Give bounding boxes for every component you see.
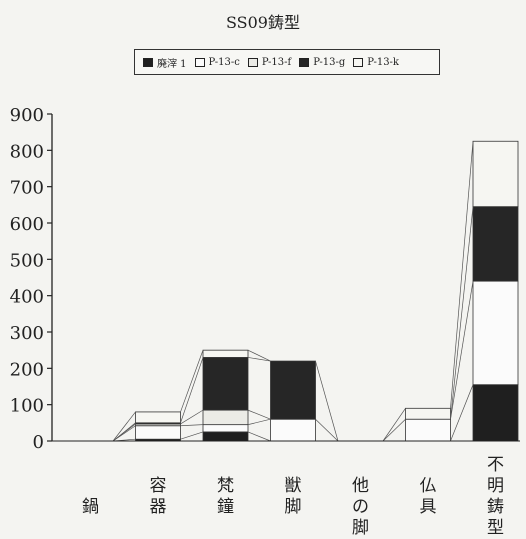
connector-line [180,431,204,440]
x-tick-label: 獣脚 [279,476,307,518]
bar-segment [202,431,249,442]
connector-line [180,409,204,425]
connector-line [315,360,339,442]
bar-segment [472,280,519,386]
bar-segment [202,424,249,433]
connector-line [247,349,271,362]
bar-segment [405,418,451,442]
bar-segment [405,407,451,420]
x-tick-label: 梵鐘 [212,476,240,518]
x-tick-char: 仏 [419,476,437,496]
connector-line [112,422,136,442]
x-tick-char: の [352,497,369,517]
legend-swatch [194,57,205,67]
x-tick-char: 器 [149,497,167,517]
connector-line [450,384,474,442]
x-tick-char: 明 [487,476,504,496]
x-tick-char: 脚 [284,497,302,517]
y-tick-label: 800 [10,141,44,162]
connector-line [315,418,339,442]
legend-label: 廃滓 1 [157,58,187,70]
legend-label: P-13-k [367,56,399,68]
x-tick-char: 具 [419,497,437,517]
y-tick-label: 600 [10,214,44,235]
y-tick-label: 200 [10,359,44,380]
connector-line [450,206,474,420]
legend-item: 廃滓 1 [143,55,187,70]
x-tick-char: 獣 [284,476,302,496]
y-tick-label: 300 [10,323,44,344]
legend-label: P-13-c [208,56,240,68]
legend-label: P-13-f [261,56,292,68]
x-tick-label: 容器 [144,476,172,518]
bar-segment [472,140,519,208]
bar-segment [202,349,249,358]
legend-swatch [353,57,364,67]
chart-title: SS09鋳型 [225,13,300,32]
y-tick-label: 100 [10,396,44,417]
connector-line [180,350,204,413]
bar-segment [135,411,181,424]
connector-line [180,357,204,423]
legend-swatch [143,57,153,67]
bar-segment [135,425,181,440]
bar-segment [202,357,249,411]
x-tick-char: 不 [487,455,504,475]
y-tick-label: 700 [10,178,44,199]
legend-item: P-13-k [353,57,399,68]
x-tick-char: 脚 [352,518,369,538]
legend-swatch [247,57,258,67]
legend-label: P-13-g [313,56,346,68]
connector-line [247,431,271,442]
y-tick-label: 900 [10,105,44,126]
y-tick-label: 500 [10,250,44,271]
connector-line [247,357,271,362]
connector-line [112,411,136,442]
x-tick-label: 仏具 [414,476,442,518]
connector-line [382,418,406,442]
connector-line [180,424,204,427]
legend-item: P-13-f [247,56,292,68]
connector-line [450,281,474,420]
bar-segment [270,360,316,420]
legend-swatch [299,57,310,67]
bar-segment [202,409,249,426]
y-tick-label: 0 [33,432,44,453]
connector-line [247,418,271,425]
x-tick-char: 他 [352,476,369,496]
connector-line [450,141,474,409]
x-tick-label: 他の脚 [347,476,375,539]
y-tick-label: 400 [10,287,44,308]
bar-segment [472,384,519,442]
bar-segment [270,418,316,442]
connector-line [247,409,271,420]
legend-item: P-13-c [194,56,240,68]
bar-segment [472,206,519,282]
x-tick-char: 鍋 [82,497,99,517]
x-tick-char: 梵 [217,476,234,496]
x-tick-label: 不明鋳型 [482,455,510,539]
x-tick-char: 鐘 [217,497,234,517]
x-tick-char: 型 [487,518,504,538]
chart-legend: 廃滓 1 P-13-c P-13-f P-13-g P-13-k [134,49,440,75]
x-tick-char: 鋳 [487,497,504,517]
connector-line [382,408,406,442]
x-tick-char: 容 [149,476,167,496]
legend-item: P-13-g [299,57,345,68]
x-tick-label: 鍋 [77,497,105,518]
